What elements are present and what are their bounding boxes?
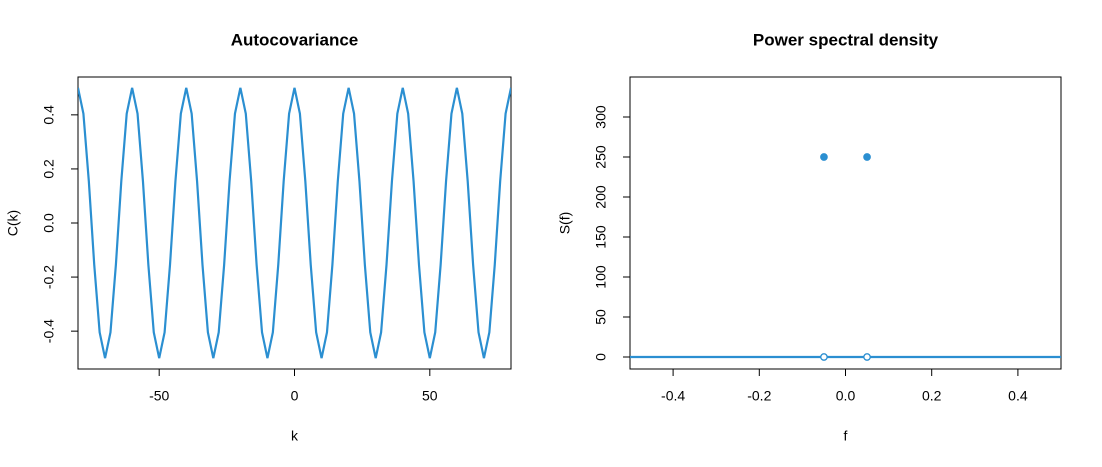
chart-title: Autocovariance [231,30,359,49]
y-axis-label: S(f) [557,212,573,235]
point [863,353,871,361]
panel: Power spectral density f S(f) -0.4 -0.2 0.0 0.… [557,30,1062,444]
x-tick-label: 0.4 [1008,388,1028,404]
y-tick-label: 0 [593,353,609,361]
x-axis-label: f [844,428,848,444]
y-tick-label: 200 [593,185,609,209]
x-tick-label: -0.2 [747,388,771,404]
x-tick-label: -0.4 [661,388,685,404]
point [820,353,828,361]
x-tick-label: 50 [422,388,438,404]
x-axis-label: k [291,428,299,444]
x-tick-label: -50 [149,388,169,404]
y-tick-label: 0.4 [41,105,57,125]
y-tick-label: -0.2 [41,265,57,289]
x-tick-label: 0.0 [836,388,856,404]
y-tick-label: 300 [593,105,609,129]
y-tick-label: 150 [593,225,609,249]
plot-box [77,76,512,370]
y-axis-label: C(k) [5,210,21,236]
y-tick-label: 50 [593,309,609,325]
y-tick-label: 100 [593,265,609,289]
y-tick-label: 0.0 [41,213,57,233]
x-tick-label: 0.2 [922,388,942,404]
point [820,153,828,161]
line [78,87,511,359]
x-tick-label: 0 [291,388,299,404]
y-tick-label: -0.4 [41,319,57,343]
point [863,153,871,161]
y-tick-label: 0.2 [41,159,57,179]
plot-box [629,76,1062,370]
y-tick-label: 250 [593,145,609,169]
panel: Autocovariance k C(k) -50 0 50 -0.4 -0.2 0.0 0.2 0… [5,30,512,444]
chart-title: Power spectral density [753,30,939,49]
